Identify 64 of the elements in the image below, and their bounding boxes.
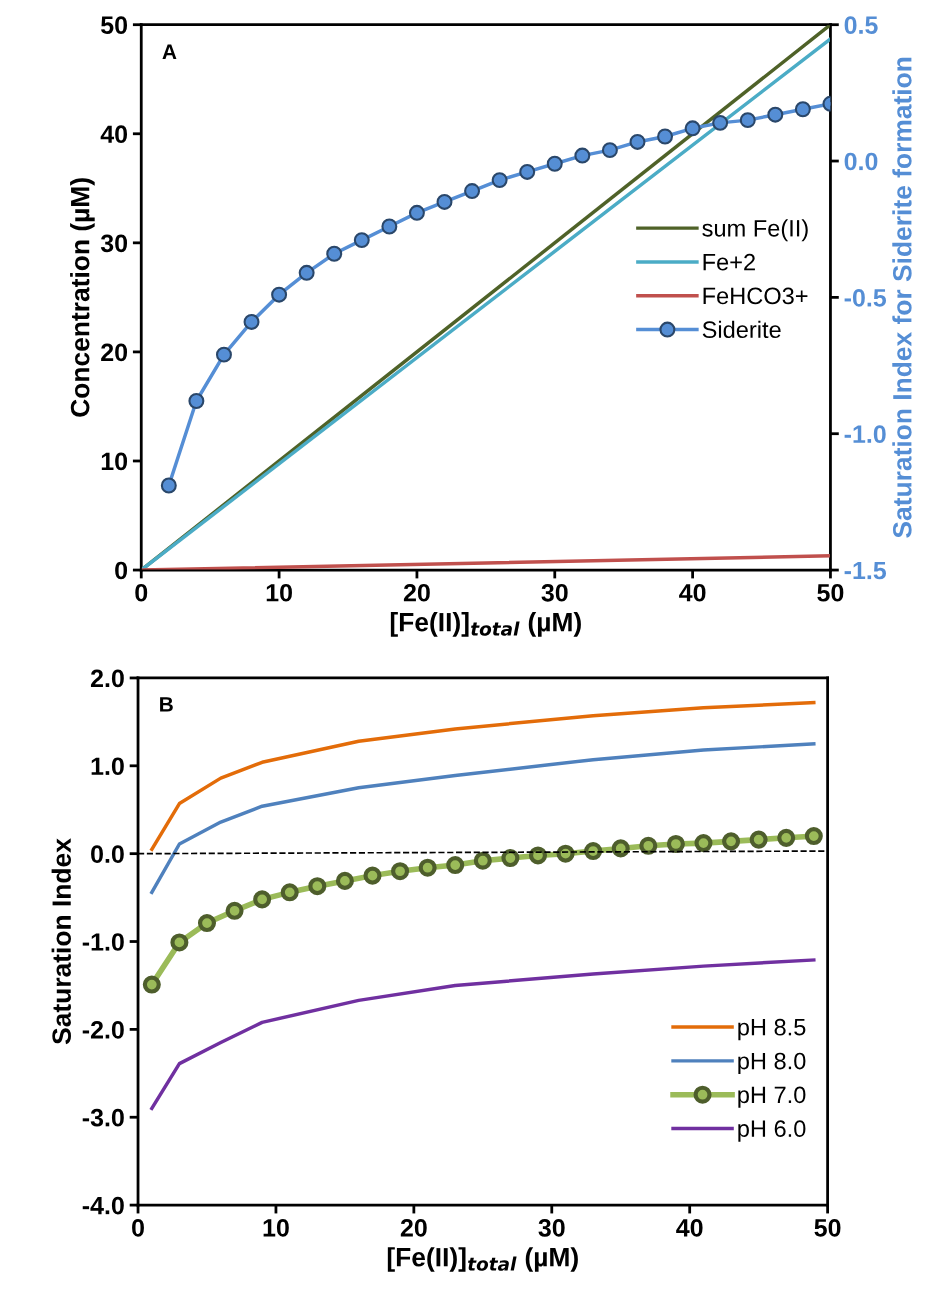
- y2-tick-label: 0.5: [844, 16, 878, 34]
- y-tick-label: 30: [100, 234, 128, 253]
- point: [473, 851, 492, 870]
- x-tick-label: 50: [817, 583, 844, 602]
- x-tick-label: 10: [263, 1218, 289, 1237]
- point: [142, 975, 161, 994]
- y-tick-label: -2.0: [82, 1020, 124, 1039]
- y-tick-label: -1.0: [82, 933, 124, 951]
- point: [694, 834, 713, 853]
- line-series: [150, 958, 816, 1111]
- y2-tick-label: -1.0: [844, 425, 886, 444]
- legend-label: pH 8.0: [738, 1052, 806, 1075]
- y-tick-label: 20: [101, 343, 128, 362]
- x-tick-label: 0: [132, 1218, 144, 1237]
- x-axis-title: [Fe(II)]$_{total}$ (µM): [390, 612, 581, 637]
- point: [749, 830, 768, 849]
- point: [280, 883, 299, 902]
- point: [418, 858, 437, 877]
- y-tick-label: 0.0: [91, 845, 124, 863]
- point: [363, 866, 382, 885]
- y-axis-title: Concentration (µM): [70, 178, 95, 417]
- y-tick-label: 10: [101, 452, 128, 471]
- point: [446, 856, 465, 875]
- x-tick-label: 50: [814, 1218, 841, 1237]
- x-tick-label: 20: [400, 1218, 427, 1237]
- x-tick-label: 30: [538, 1218, 565, 1237]
- x-tick-label: 40: [676, 1218, 703, 1237]
- y-tick-label: 2.0: [90, 669, 124, 688]
- legend-label: pH 6.0: [738, 1120, 806, 1142]
- y-tick-label: 1.0: [91, 757, 124, 776]
- point: [722, 832, 741, 851]
- y2-axis-title: Saturation Index for Siderite formation: [892, 57, 912, 538]
- x-tick-label: 10: [266, 583, 292, 602]
- x-tick-label: 40: [679, 583, 706, 602]
- text: B: [160, 697, 173, 712]
- point: [335, 871, 354, 890]
- point: [528, 846, 548, 865]
- point: [777, 828, 796, 847]
- point: [391, 862, 410, 881]
- point: [197, 914, 217, 933]
- legend-label: pH 8.5: [738, 1018, 806, 1041]
- y2-tick-label: -1.5: [844, 561, 887, 580]
- y-tick-label: 40: [100, 125, 128, 144]
- x-tick-label: 30: [541, 583, 568, 602]
- point: [170, 933, 189, 952]
- point: [666, 834, 685, 854]
- line-series: [150, 742, 816, 895]
- y-tick-label: 50: [101, 16, 128, 34]
- point: [501, 849, 520, 868]
- y-tick-label: 0: [115, 561, 128, 580]
- point: [639, 836, 658, 855]
- y2-tick-label: 0.0: [844, 152, 878, 171]
- point: [253, 890, 272, 909]
- x-tick-label: 20: [403, 583, 430, 602]
- y-tick-label: -3.0: [82, 1108, 124, 1127]
- y-axis-title: Saturation Index: [51, 838, 71, 1045]
- legend-label: pH 7.0: [738, 1086, 806, 1108]
- y-tick-label: -4.0: [82, 1196, 124, 1215]
- y2-tick-label: -0.5: [844, 288, 887, 307]
- x-axis-title: [Fe(II)]$_{total}$ (µM): [387, 1247, 578, 1272]
- point: [804, 827, 823, 846]
- point: [225, 901, 244, 920]
- x-tick-label: 0: [135, 583, 148, 602]
- point: [308, 877, 327, 896]
